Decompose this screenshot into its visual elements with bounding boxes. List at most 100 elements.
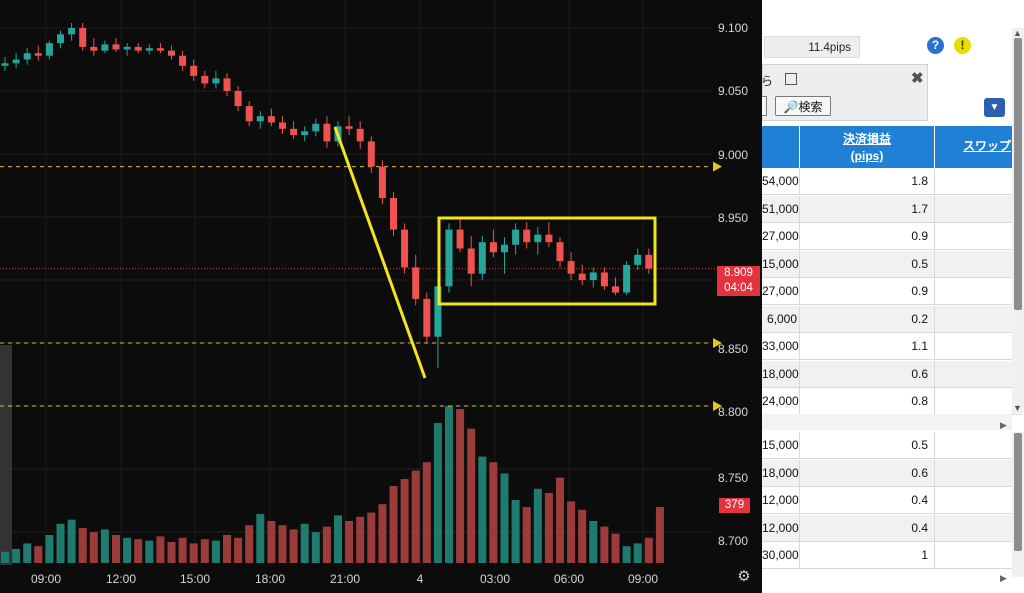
- time-tick-label: 12:00: [105, 572, 137, 586]
- horizontal-scrollbar[interactable]: [762, 414, 1012, 430]
- collapse-toggle-button[interactable]: ▼: [984, 98, 1005, 117]
- search-option-button[interactable]: [762, 96, 767, 116]
- cell-profit-pips: 1.1: [800, 333, 935, 360]
- cell-profit-pips: 0.9: [800, 278, 935, 305]
- cell-swap: [935, 333, 1013, 360]
- table-row[interactable]: 27,000 0.9: [762, 223, 1022, 250]
- table-row[interactable]: 15,000 0.5: [762, 250, 1022, 278]
- volume-bar: [655, 507, 664, 563]
- scroll-down-icon[interactable]: ▼: [1013, 403, 1022, 413]
- volume-bar: [378, 504, 387, 563]
- candle-body: [534, 234, 542, 243]
- time-tick-label: 15:00: [179, 572, 211, 586]
- cell-swap: [935, 278, 1013, 305]
- cell-profit-pips: 1.8: [800, 168, 935, 195]
- col-header-profit-label: 決済損益: [842, 132, 891, 146]
- cell-amount: 12,000: [762, 514, 800, 542]
- alert-marker: [713, 161, 722, 172]
- table-row[interactable]: 15,000 0.5: [762, 432, 1022, 459]
- table-row[interactable]: 18,000 0.6: [762, 360, 1022, 388]
- cell-swap: [935, 514, 1013, 542]
- volume-bar: [289, 529, 298, 563]
- candle-body: [234, 91, 242, 107]
- candle-body: [456, 229, 464, 249]
- scroll-right-icon[interactable]: ▶: [1000, 420, 1007, 430]
- table-row[interactable]: 51,000 1.7: [762, 195, 1022, 223]
- volume-bar: [445, 406, 453, 563]
- candle-body: [45, 43, 53, 56]
- candle-body: [545, 234, 553, 243]
- time-tick-label: 4: [416, 572, 424, 586]
- scrollbar-thumb-bottom[interactable]: [1014, 433, 1022, 551]
- price-tick-label: 8.750: [718, 471, 749, 485]
- price-tick-label: 9.050: [718, 84, 749, 98]
- cell-amount: 15,000: [762, 432, 800, 459]
- volume-bar: [12, 549, 21, 563]
- table-row[interactable]: 30,000 1: [762, 542, 1022, 569]
- volume-bar: [278, 525, 287, 563]
- filter-box: ら ✖ 🔎検索: [762, 64, 928, 121]
- volume-bar: [56, 523, 65, 563]
- cell-amount: 27,000: [762, 278, 800, 305]
- volume-bar: [522, 507, 531, 563]
- volume-bar: [478, 456, 487, 563]
- candle-body: [312, 123, 320, 132]
- price-chart[interactable]: 9.100 9.050 9.000 8.950 8.850 8.800 8.750 8.700…: [0, 0, 762, 593]
- volume-bar: [134, 539, 143, 563]
- candle-body: [623, 264, 631, 293]
- cell-amount: 33,000: [762, 333, 800, 360]
- copy-icon[interactable]: [785, 73, 797, 85]
- candle-body: [434, 286, 442, 337]
- volume-bar: [1, 551, 9, 563]
- cell-amount: 54,000: [762, 168, 800, 195]
- candle-body: [356, 128, 364, 142]
- candle-body: [600, 272, 608, 287]
- candle-body: [57, 34, 64, 44]
- table-row[interactable]: 33,000 1.1: [762, 333, 1022, 360]
- candle-body: [401, 229, 409, 268]
- candle-body: [223, 78, 231, 91]
- warning-icon[interactable]: !: [954, 37, 971, 54]
- candle-body: [156, 48, 164, 51]
- volume-bar: [189, 543, 198, 563]
- time-tick-label: 06:00: [553, 572, 585, 586]
- candle-body: [512, 229, 520, 245]
- candle-body: [467, 248, 475, 274]
- cell-profit-pips: 0.4: [800, 514, 935, 542]
- volume-bar: [633, 543, 642, 563]
- volume-bar: [23, 543, 32, 563]
- close-icon[interactable]: ✖: [911, 70, 924, 87]
- scrollbar-thumb[interactable]: [1014, 38, 1022, 310]
- volume-bar: [34, 546, 43, 563]
- table-row[interactable]: 18,000 0.6: [762, 459, 1022, 487]
- col-header-profit[interactable]: 決済損益 (pips): [800, 126, 935, 168]
- volume-bar: [178, 537, 187, 563]
- settings-icon[interactable]: ⚙: [737, 568, 751, 585]
- volume-bar: [511, 500, 520, 563]
- current-price-label: 8.909: [717, 266, 760, 281]
- scroll-right-icon-bottom[interactable]: ▶: [1000, 573, 1007, 583]
- candle-body: [123, 46, 131, 50]
- table-row[interactable]: 6,000 0.2: [762, 305, 1022, 333]
- table-row[interactable]: 24,000 0.8: [762, 388, 1022, 415]
- candle-body: [112, 44, 120, 50]
- candle-body: [256, 116, 264, 122]
- candle-body: [23, 53, 31, 60]
- search-button[interactable]: 🔎検索: [775, 96, 831, 116]
- volume-bar: [544, 493, 553, 563]
- candle-body: [190, 65, 198, 76]
- volume-bar: [78, 528, 87, 563]
- search-button-label: 検索: [798, 100, 823, 114]
- time-tick-label: 09:00: [627, 572, 659, 586]
- candlestick-chart-canvas: [0, 0, 722, 565]
- table-row[interactable]: 12,000 0.4: [762, 514, 1022, 542]
- col-header-swap[interactable]: スワップ: [935, 126, 1015, 168]
- table-row[interactable]: 54,000 1.8: [762, 168, 1022, 195]
- volume-bar: [356, 516, 365, 563]
- table-row[interactable]: 27,000 0.9: [762, 278, 1022, 305]
- help-icon[interactable]: ?: [927, 37, 944, 54]
- table-row[interactable]: 12,000 0.4: [762, 487, 1022, 514]
- cell-swap: [935, 487, 1013, 514]
- scroll-up-icon[interactable]: ▲: [1013, 28, 1022, 38]
- price-tick-label: 8.700: [718, 534, 749, 548]
